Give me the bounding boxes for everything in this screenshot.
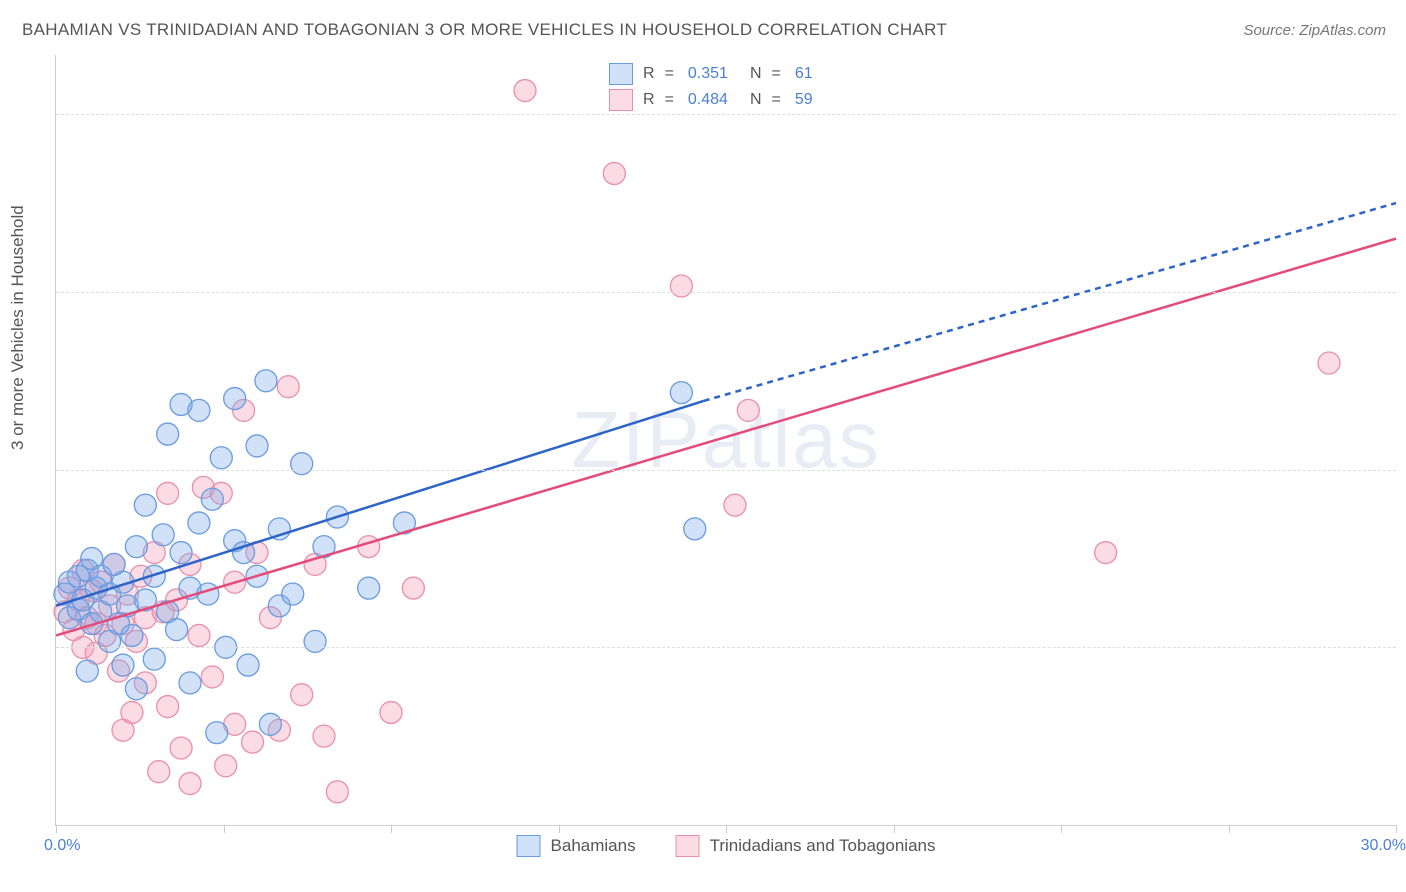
scatter-point (179, 672, 201, 694)
scatter-point (170, 737, 192, 759)
n-label: N (750, 91, 762, 109)
n-label: N (750, 65, 762, 83)
scatter-point (201, 488, 223, 510)
scatter-point (358, 536, 380, 558)
bottom-legend-item-1: Trinidadians and Tobagonians (676, 835, 936, 857)
scatter-point (246, 435, 268, 457)
scatter-point (157, 482, 179, 504)
gridline-h (56, 647, 1396, 648)
scatter-point (152, 524, 174, 546)
r-value-1: 0.484 (688, 91, 728, 109)
x-tick (894, 825, 895, 833)
x-tick (224, 825, 225, 833)
scatter-point (255, 370, 277, 392)
x-tick (391, 825, 392, 833)
scatter-point (121, 701, 143, 723)
r-label: R (643, 91, 655, 109)
scatter-point (1318, 352, 1340, 374)
scatter-point (121, 624, 143, 646)
scatter-point (157, 423, 179, 445)
x-tick-label-right: 30.0% (1361, 837, 1406, 855)
scatter-point (143, 648, 165, 670)
bottom-legend-label-0: Bahamians (551, 836, 636, 856)
scatter-point (112, 654, 134, 676)
x-tick (1396, 825, 1397, 833)
scatter-point (166, 619, 188, 641)
gridline-h (56, 470, 1396, 471)
scatter-point (170, 542, 192, 564)
scatter-point (380, 701, 402, 723)
scatter-point (224, 388, 246, 410)
scatter-point (206, 722, 228, 744)
scatter-plot-svg (56, 55, 1396, 825)
correlation-legend: R = 0.351 N = 61 R = 0.484 N = 59 (601, 57, 833, 117)
scatter-point (76, 660, 98, 682)
scatter-point (237, 654, 259, 676)
eq: = (772, 91, 781, 109)
scatter-point (326, 781, 348, 803)
scatter-point (188, 624, 210, 646)
x-tick-label-left: 0.0% (44, 837, 80, 855)
scatter-point (670, 275, 692, 297)
scatter-point (188, 512, 210, 534)
scatter-point (684, 518, 706, 540)
eq: = (772, 65, 781, 83)
scatter-point (737, 399, 759, 421)
gridline-h (56, 292, 1396, 293)
scatter-point (215, 755, 237, 777)
scatter-point (277, 376, 299, 398)
scatter-point (282, 583, 304, 605)
scatter-point (304, 630, 326, 652)
scatter-point (125, 536, 147, 558)
scatter-point (670, 382, 692, 404)
scatter-point (201, 666, 223, 688)
x-tick (1061, 825, 1062, 833)
scatter-point (179, 773, 201, 795)
swatch-bottom-0 (517, 835, 541, 857)
n-value-1: 59 (795, 91, 813, 109)
scatter-point (514, 80, 536, 102)
chart-area: ZIPatlas R = 0.351 N = 61 R = 0.484 N = … (55, 55, 1396, 826)
eq: = (665, 65, 674, 83)
r-label: R (643, 65, 655, 83)
scatter-point (134, 494, 156, 516)
scatter-point (242, 731, 264, 753)
swatch-bottom-1 (676, 835, 700, 857)
gridline-h (56, 114, 1396, 115)
scatter-point (724, 494, 746, 516)
bottom-legend: Bahamians Trinidadians and Tobagonians (517, 835, 936, 857)
scatter-point (148, 761, 170, 783)
scatter-point (358, 577, 380, 599)
scatter-point (210, 447, 232, 469)
chart-title: BAHAMIAN VS TRINIDADIAN AND TOBAGONIAN 3… (22, 20, 947, 40)
source-label: Source: ZipAtlas.com (1243, 22, 1386, 39)
scatter-point (259, 713, 281, 735)
eq: = (665, 91, 674, 109)
legend-row-series-0: R = 0.351 N = 61 (609, 61, 825, 87)
r-value-0: 0.351 (688, 65, 728, 83)
scatter-point (402, 577, 424, 599)
n-value-0: 61 (795, 65, 813, 83)
bottom-legend-label-1: Trinidadians and Tobagonians (710, 836, 936, 856)
scatter-point (313, 725, 335, 747)
regression-line-dashed (704, 203, 1396, 401)
scatter-point (157, 696, 179, 718)
x-tick (56, 825, 57, 833)
swatch-series-1 (609, 89, 633, 111)
scatter-point (1095, 542, 1117, 564)
bottom-legend-item-0: Bahamians (517, 835, 636, 857)
x-tick (559, 825, 560, 833)
x-tick (726, 825, 727, 833)
legend-row-series-1: R = 0.484 N = 59 (609, 87, 825, 113)
swatch-series-0 (609, 63, 633, 85)
y-axis-label: 3 or more Vehicles in Household (8, 205, 28, 450)
scatter-point (603, 162, 625, 184)
scatter-point (291, 453, 313, 475)
scatter-point (291, 684, 313, 706)
scatter-point (188, 399, 210, 421)
x-tick (1229, 825, 1230, 833)
scatter-point (125, 678, 147, 700)
